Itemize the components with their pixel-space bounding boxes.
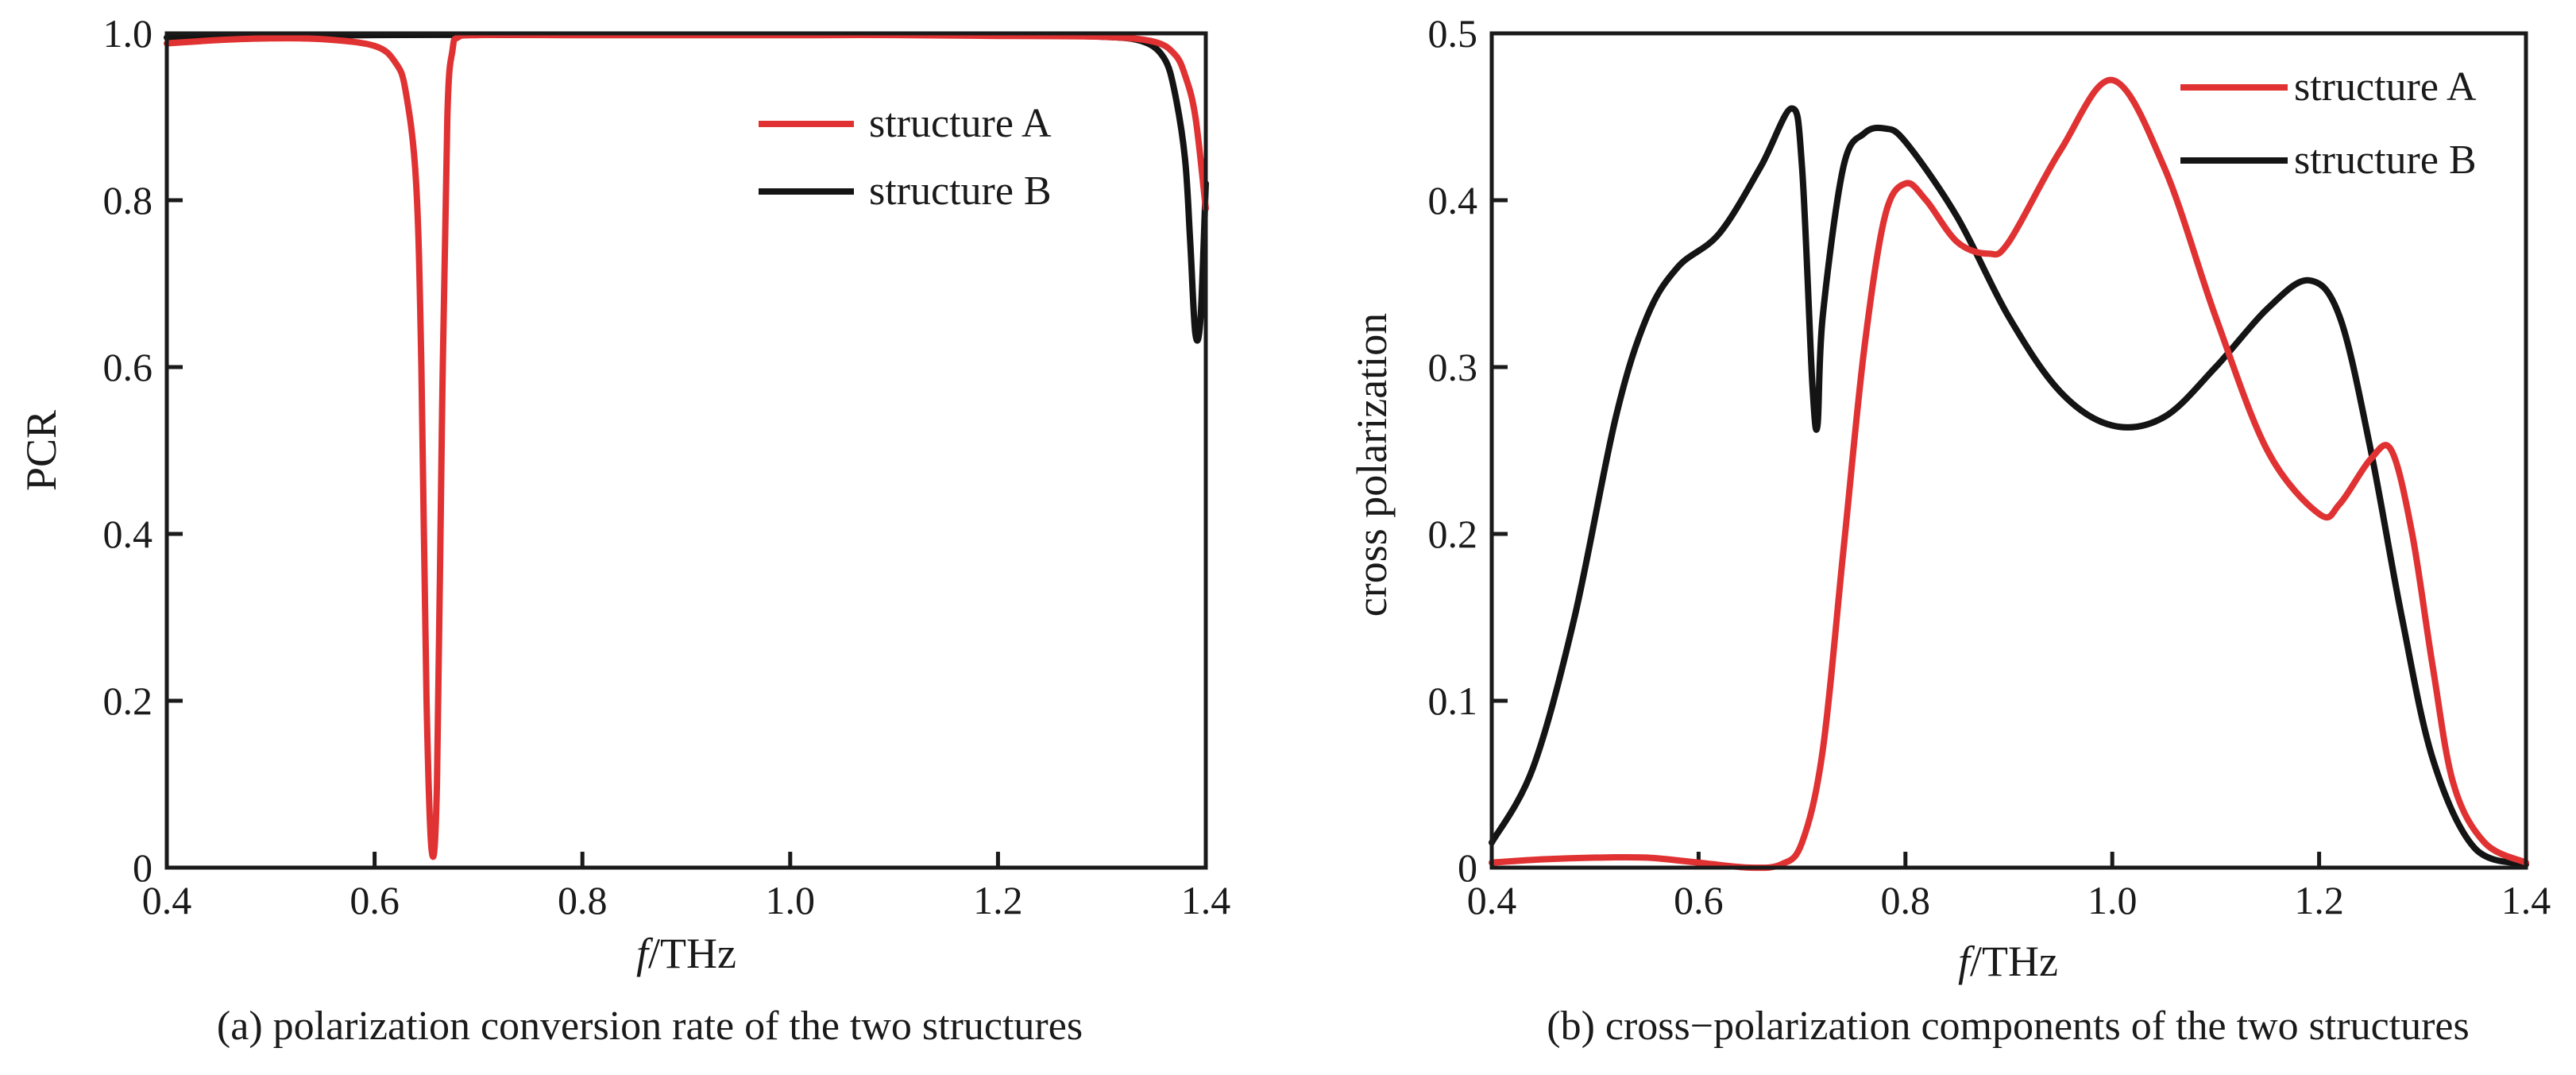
panel-b-x-tick-label: 0.8 [1881,878,1931,922]
panel-a-x-tick-label: 1.4 [1181,878,1231,922]
panel-a-y-axis-label: PCR [17,410,65,491]
panel-b-x-axis-label-unit: /THz [1970,938,2058,985]
panel-b: 0.4 0.6 0.8 1.0 1.2 1.4 0 0.1 0.2 0.3 0.4 0.5 cross… [1348,11,2551,1049]
panel-b-plot-frame [1489,31,2528,870]
panel-b-y-tick-label: 0.5 [1428,11,1478,56]
panel-a-y-tick-label: 1.0 [103,11,153,56]
panel-b-y-tick-label: 0.4 [1428,178,1478,222]
panel-a-legend-label-structure-a: structure A [869,101,1052,146]
panel-a-x-tick-label: 0.8 [558,878,608,922]
panel-b-x-tick-label: 0.4 [1467,878,1517,922]
panel-a-y-tick-label: 0.6 [103,345,153,389]
panel-b-series-structure-b [1489,105,2529,868]
panel-a-legend-label-structure-b: structure B [869,168,1052,214]
panel-b-x-tick-label: 1.0 [2087,878,2138,922]
panel-a-x-tick-label: 0.4 [142,878,192,922]
panel-b-legend-label-structure-a: structure A [2294,64,2477,110]
panel-b-y-tick-label: 0 [1458,845,1477,890]
panel-b-y-tick-label: 0.1 [1428,679,1478,723]
panel-b-y-axis-label: cross polarization [1348,313,1396,617]
panel-b-y-tick-label: 0.3 [1428,345,1478,389]
panel-a-plot-frame [164,31,1208,870]
panel-a-x-tick-label: 1.2 [973,878,1023,922]
panel-a-y-tick-label: 0 [133,845,153,890]
panel-a-plot-area: 0.4 0.6 0.8 1.0 1.2 1.4 0 0.2 0.4 0.6 0.8 1.0 [103,11,1231,922]
panel-a: 0.4 0.6 0.8 1.0 1.2 1.4 0 0.2 0.4 0.6 0.8 1.0 PCR f… [17,11,1230,1049]
panel-b-y-tick-label: 0.2 [1428,512,1478,556]
panel-b-series-structure-a [1489,76,2529,872]
panel-a-x-tick-label: 1.0 [766,878,816,922]
panel-a-legend: structure A structure B [759,101,1052,214]
panel-a-x-axis-label-unit: /THz [648,930,736,977]
panel-a-y-tick-label: 0.8 [103,178,153,222]
panel-a-caption: (a) polarization conversion rate of the … [217,1003,1083,1049]
panel-b-x-tick-label: 1.2 [2294,878,2344,922]
panel-a-y-tick-label: 0.2 [103,679,153,723]
panel-b-x-tick-label: 0.6 [1674,878,1724,922]
panel-b-legend: structure A structure B [2180,64,2477,183]
panel-b-caption: (b) cross−polarization components of the… [1547,1003,2469,1049]
panel-b-x-tick-label: 1.4 [2501,878,2551,922]
panel-a-y-tick-label: 0.4 [103,512,153,556]
panel-b-legend-label-structure-b: structure B [2294,137,2477,183]
panel-a-x-tick-label: 0.6 [350,878,400,922]
panel-a-x-axis-label: f/THz [636,930,736,977]
panel-b-x-axis-label: f/THz [1958,938,2058,985]
panel-a-series-structure-a [164,31,1209,860]
